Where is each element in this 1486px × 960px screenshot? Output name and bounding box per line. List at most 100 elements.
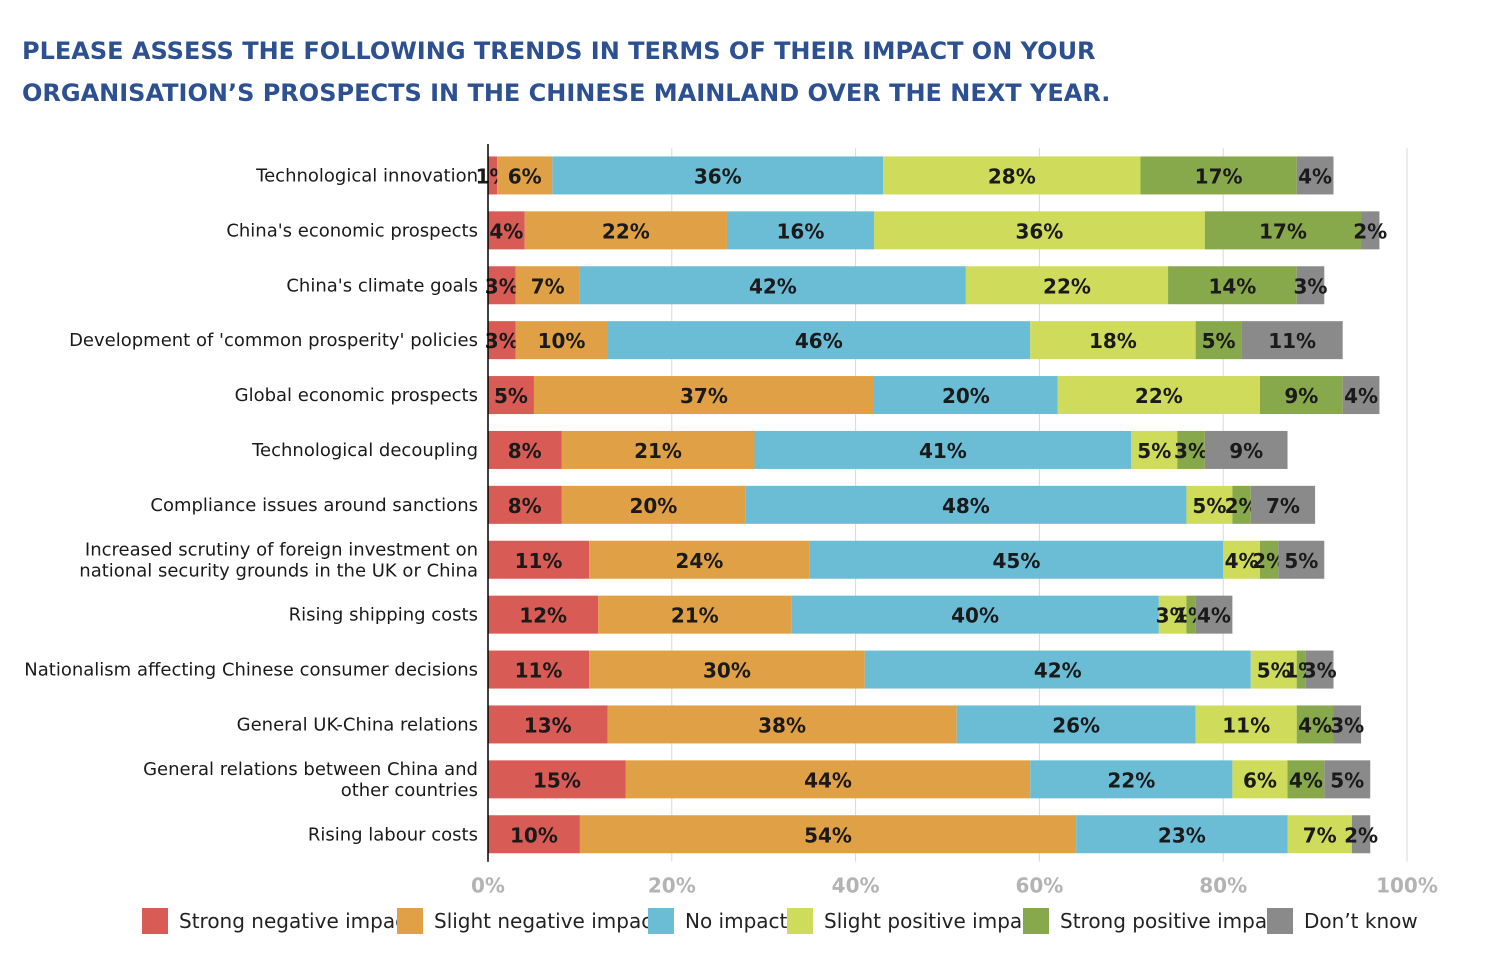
bar-segment-don-t-know: [1296, 156, 1334, 195]
bar-segment-strong-negative-impact: [488, 430, 562, 469]
category-label: Rising shipping costs: [289, 605, 478, 626]
data-label: 42%: [749, 274, 797, 298]
data-label: 28%: [988, 164, 1036, 188]
bar-segment-slight-positive-impact: [1131, 430, 1178, 469]
bar-segment-slight-positive-impact: [965, 266, 1169, 305]
bar-segment-strong-positive-impact: [1168, 266, 1297, 305]
x-tick-label: 20%: [648, 874, 696, 898]
bar-segment-don-t-know: [1195, 595, 1233, 634]
data-label: 26%: [1052, 713, 1100, 737]
bar-segment-strong-positive-impact: [1296, 650, 1306, 689]
bar-segment-slight-negative-impact: [607, 705, 957, 744]
bar-segment-strong-positive-impact: [1287, 760, 1325, 799]
data-label: 2%: [1344, 823, 1378, 847]
bar-segment-strong-positive-impact: [1177, 430, 1205, 469]
data-label: 42%: [1034, 659, 1082, 683]
bar-segment-strong-positive-impact: [1204, 211, 1362, 250]
legend-label: Slight negative impact: [434, 909, 661, 933]
bar-segment-strong-negative-impact: [488, 540, 590, 579]
category-label: Rising labour costs: [308, 824, 478, 845]
bar-segment-don-t-know: [1333, 705, 1362, 744]
bar-segment-no-impact: [726, 211, 874, 250]
category-label: China's economic prospects: [226, 220, 478, 241]
bar-segment-strong-negative-impact: [488, 321, 516, 360]
data-label: 17%: [1259, 219, 1307, 243]
bar-segment-don-t-know: [1296, 266, 1325, 305]
data-label: 11%: [1268, 329, 1316, 353]
bar-segment-slight-negative-impact: [589, 540, 810, 579]
data-label: 12%: [519, 604, 567, 628]
data-label: 20%: [942, 384, 990, 408]
data-label: 4%: [1289, 768, 1323, 792]
data-label: 24%: [675, 549, 723, 573]
bar-segment-strong-negative-impact: [488, 485, 562, 524]
legend-item-don-t-know: Don’t know: [1267, 904, 1418, 938]
bar-segment-slight-negative-impact: [579, 815, 1077, 854]
bar-segment-no-impact: [956, 705, 1196, 744]
data-label: 6%: [1243, 768, 1277, 792]
bar-segment-slight-negative-impact: [533, 376, 874, 415]
x-tick-label: 100%: [1376, 874, 1438, 898]
bar-segment-strong-negative-impact: [488, 156, 498, 195]
category-label: Global economic prospects: [235, 385, 478, 406]
bar-segment-slight-positive-impact: [1250, 650, 1297, 689]
data-label: 4%: [1298, 713, 1332, 737]
bar-segment-strong-positive-impact: [1140, 156, 1297, 195]
data-label: 11%: [515, 659, 563, 683]
data-label: 36%: [694, 164, 742, 188]
data-label: 18%: [1089, 329, 1137, 353]
data-label: 41%: [919, 439, 967, 463]
bar-segment-strong-negative-impact: [488, 760, 626, 799]
data-label: 5%: [1257, 659, 1291, 683]
legend-swatch: [648, 908, 674, 934]
bar-segment-don-t-know: [1361, 211, 1380, 250]
data-label: 21%: [634, 439, 682, 463]
data-label: 3%: [1303, 659, 1337, 683]
data-label: 4%: [1197, 604, 1231, 628]
data-label: 22%: [1107, 768, 1155, 792]
chart-title: PLEASE ASSESS THE FOLLOWING TRENDS IN TE…: [22, 30, 1322, 114]
data-label: 4%: [1298, 164, 1332, 188]
legend-swatch: [1023, 908, 1049, 934]
legend-label: Strong positive impact: [1060, 909, 1286, 933]
category-label: Technological innovation: [255, 165, 478, 186]
bar-segment-strong-negative-impact: [488, 815, 580, 854]
legend-swatch: [142, 908, 168, 934]
data-label: 17%: [1195, 164, 1243, 188]
bar-segment-slight-negative-impact: [598, 595, 792, 634]
bar-segment-slight-positive-impact: [1287, 815, 1352, 854]
legend-item-strong-negative-impact: Strong negative impact: [142, 904, 414, 938]
bar-segment-don-t-know: [1342, 376, 1380, 415]
data-label: 4%: [489, 219, 523, 243]
x-tick-label: 60%: [1015, 874, 1063, 898]
data-label: 5%: [1192, 494, 1226, 518]
bar-segment-strong-positive-impact: [1195, 321, 1242, 360]
legend-item-slight-positive-impact: Slight positive impact: [787, 904, 1041, 938]
data-label: 36%: [1015, 219, 1063, 243]
data-label: 9%: [1284, 384, 1318, 408]
bar-segment-no-impact: [552, 156, 884, 195]
data-label: 3%: [1174, 439, 1208, 463]
data-label: 30%: [703, 659, 751, 683]
stacked-bar-chart: 0% 20% 40% 60% 80% 100% Technological innovati…: [24, 144, 1438, 898]
title-line-1: PLEASE ASSESS THE FOLLOWING TRENDS IN TE…: [22, 37, 1096, 65]
data-label: 11%: [1222, 713, 1270, 737]
data-label: 6%: [508, 164, 542, 188]
bar-segment-no-impact: [791, 595, 1159, 634]
data-label: 5%: [1330, 768, 1364, 792]
legend-label: Slight positive impact: [824, 909, 1042, 933]
data-label: 21%: [671, 604, 719, 628]
bar-segment-strong-positive-impact: [1259, 540, 1279, 579]
data-label: 20%: [629, 494, 677, 518]
category-label: China's climate goals: [286, 275, 478, 296]
bar-segment-strong-negative-impact: [488, 650, 590, 689]
data-label: 44%: [804, 768, 852, 792]
bar-segment-no-impact: [873, 376, 1058, 415]
bar-segment-slight-positive-impact: [1232, 760, 1288, 799]
data-label: 46%: [795, 329, 843, 353]
data-label: 5%: [494, 384, 528, 408]
bar-segment-slight-positive-impact: [1195, 705, 1297, 744]
bar-segment-slight-negative-impact: [589, 650, 865, 689]
legend-label: Strong negative impact: [179, 909, 414, 933]
legend-item-strong-positive-impact: Strong positive impact: [1023, 904, 1286, 938]
